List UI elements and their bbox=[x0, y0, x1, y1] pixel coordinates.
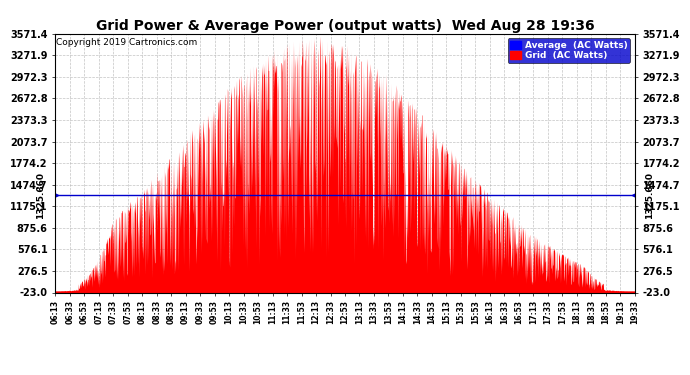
Text: 1325.660: 1325.660 bbox=[644, 172, 654, 219]
Title: Grid Power & Average Power (output watts)  Wed Aug 28 19:36: Grid Power & Average Power (output watts… bbox=[96, 19, 594, 33]
Legend: Average  (AC Watts), Grid  (AC Watts): Average (AC Watts), Grid (AC Watts) bbox=[508, 38, 630, 63]
Text: 1325.660: 1325.660 bbox=[36, 172, 46, 219]
Text: Copyright 2019 Cartronics.com: Copyright 2019 Cartronics.com bbox=[57, 38, 197, 46]
